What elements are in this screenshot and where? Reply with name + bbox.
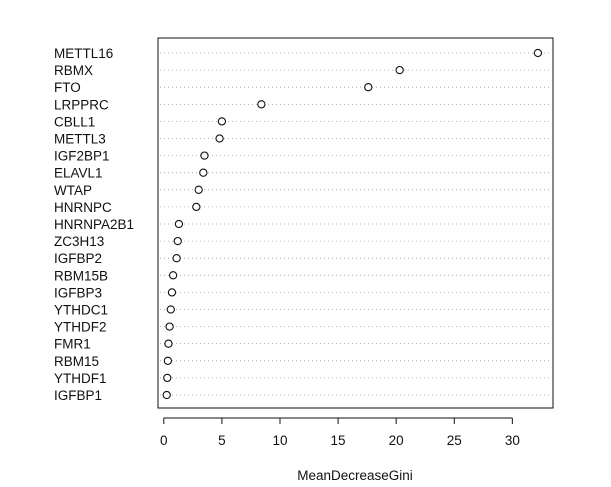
data-point bbox=[257, 100, 266, 109]
data-point bbox=[163, 356, 173, 365]
data-point bbox=[168, 271, 178, 280]
data-point bbox=[199, 168, 208, 177]
data-point bbox=[194, 185, 203, 194]
data-point bbox=[166, 305, 175, 314]
category-label: HNRNPC bbox=[54, 200, 112, 215]
data-point bbox=[174, 219, 184, 229]
category-label: CBLL1 bbox=[54, 114, 95, 129]
category-label: HNRNPA2B1 bbox=[54, 217, 134, 232]
category-label: FTO bbox=[54, 80, 81, 95]
category-label: IGF2BP1 bbox=[54, 149, 110, 164]
x-axis-title: MeanDecreaseGini bbox=[297, 468, 413, 483]
guide-lines bbox=[160, 52, 551, 396]
category-label: FMR1 bbox=[54, 337, 91, 352]
x-axis: 0 5 10 15 20 25 30 bbox=[160, 417, 520, 448]
data-point bbox=[163, 373, 172, 383]
data-point bbox=[192, 202, 201, 212]
x-tick-label: 20 bbox=[389, 433, 404, 448]
data-point bbox=[172, 254, 181, 263]
category-label: YTHDC1 bbox=[54, 303, 108, 318]
category-label: LRPPRC bbox=[54, 97, 109, 112]
data-point bbox=[173, 236, 182, 246]
x-tick-label: 5 bbox=[218, 433, 226, 448]
data-points bbox=[162, 48, 543, 400]
category-label: METTL3 bbox=[54, 132, 106, 147]
x-tick-label: 25 bbox=[447, 433, 462, 448]
data-point bbox=[215, 134, 224, 143]
category-label: METTL16 bbox=[54, 46, 113, 61]
category-label: WTAP bbox=[54, 183, 92, 198]
category-label: YTHDF1 bbox=[54, 371, 107, 386]
data-point bbox=[533, 48, 543, 58]
category-label: RBM15 bbox=[54, 354, 99, 369]
category-label: ZC3H13 bbox=[54, 234, 104, 249]
data-point bbox=[200, 151, 209, 160]
category-label: ELAVL1 bbox=[54, 166, 103, 181]
category-label: RBM15B bbox=[54, 268, 108, 283]
category-labels: METTL16 RBMX FTO LRPPRC CBLL1 METTL3 IGF2BP1 EL… bbox=[54, 46, 134, 403]
x-tick-label: 0 bbox=[160, 433, 168, 448]
category-label: IGFBP2 bbox=[54, 251, 102, 266]
category-label: IGFBP1 bbox=[54, 388, 102, 403]
data-point bbox=[165, 322, 174, 331]
data-point bbox=[164, 339, 173, 348]
category-label: RBMX bbox=[54, 63, 93, 78]
data-point bbox=[167, 288, 177, 297]
x-tick-label: 15 bbox=[331, 433, 346, 448]
data-point bbox=[217, 117, 227, 126]
x-tick-label: 30 bbox=[505, 433, 520, 448]
plot-frame bbox=[157, 37, 554, 409]
data-point bbox=[162, 390, 171, 400]
category-label: IGFBP3 bbox=[54, 285, 102, 300]
data-point bbox=[364, 83, 373, 92]
category-label: YTHDF2 bbox=[54, 320, 107, 335]
x-tick-label: 10 bbox=[272, 433, 287, 448]
data-point bbox=[395, 65, 404, 75]
